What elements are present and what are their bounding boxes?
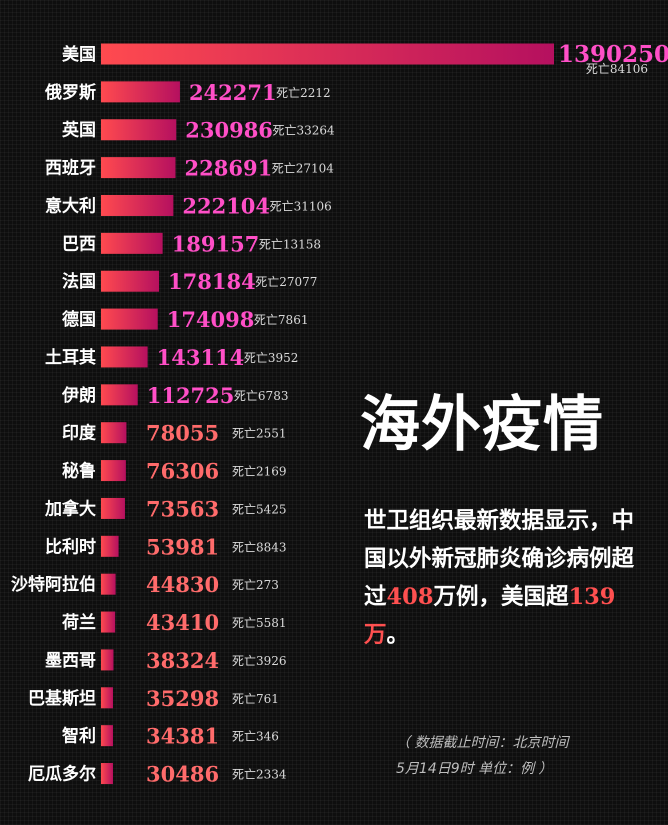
value-label: 230986 — [185, 118, 273, 143]
death-label: 死亡346 — [232, 730, 279, 744]
bar — [101, 194, 174, 216]
death-label: 死亡8843 — [232, 540, 287, 554]
value-label: 34381 — [146, 724, 219, 749]
death-label: 死亡761 — [232, 692, 279, 706]
category-label: 美国 — [62, 44, 96, 65]
category-label: 俄罗斯 — [44, 82, 96, 103]
death-label: 死亡2334 — [232, 768, 287, 782]
value-label: 1390250 — [558, 41, 668, 68]
bar — [101, 157, 176, 179]
category-label: 秘鲁 — [62, 461, 96, 482]
category-label: 巴基斯坦 — [28, 688, 96, 709]
category-label: 伊朗 — [61, 385, 96, 406]
death-label: 死亡27104 — [272, 162, 335, 176]
bar — [101, 573, 116, 595]
value-label: 78055 — [146, 421, 219, 446]
category-label: 比利时 — [45, 536, 96, 557]
bar — [101, 687, 113, 709]
category-label: 意大利 — [45, 195, 96, 216]
value-label: 143114 — [157, 345, 245, 370]
headline: 海外疫情 — [360, 390, 604, 460]
value-label: 30486 — [146, 762, 219, 787]
value-label: 174098 — [167, 307, 255, 332]
value-label: 53981 — [146, 534, 219, 559]
death-label: 死亡3952 — [244, 351, 299, 365]
summary-num1: 408 — [386, 584, 434, 610]
value-label: 112725 — [147, 383, 235, 408]
death-label: 死亡273 — [232, 578, 279, 592]
bar — [101, 649, 114, 671]
bar — [101, 81, 180, 103]
summary-part3: 。 — [386, 622, 410, 648]
category-label: 印度 — [62, 423, 97, 444]
value-label: 35298 — [146, 686, 219, 711]
death-label: 死亡2212 — [276, 86, 331, 100]
footnote-line2: 5月14日9时 单位：例 ） — [396, 761, 553, 777]
summary-part1: 世卫组织最新数据显示，中国以外新冠肺炎确诊病例超过 — [364, 508, 635, 610]
summary-text: 世卫组织最新数据显示，中国以外新冠肺炎确诊病例超过408万例，美国超139万。 — [364, 502, 646, 654]
death-label: 死亡7861 — [254, 313, 309, 327]
value-label: 189157 — [172, 231, 260, 256]
category-label: 西班牙 — [45, 159, 96, 179]
category-label: 德国 — [62, 309, 96, 330]
category-label: 智利 — [62, 726, 96, 747]
category-label: 沙特阿拉伯 — [11, 574, 96, 595]
footnote-line1: （ 数据截止时间：北京时间 — [396, 735, 569, 751]
bar — [101, 611, 116, 633]
value-label: 242271 — [189, 80, 277, 105]
death-label: 死亡6783 — [234, 389, 289, 403]
value-label: 44830 — [146, 572, 219, 597]
death-label: 死亡3926 — [232, 654, 287, 668]
death-label: 死亡31106 — [270, 199, 332, 213]
summary-part2: 万例，美国超 — [433, 584, 569, 610]
bar — [101, 763, 113, 785]
category-label: 法国 — [62, 271, 96, 292]
bar — [101, 497, 125, 519]
death-label: 死亡27077 — [255, 275, 317, 289]
value-label: 76306 — [146, 459, 219, 484]
value-label: 43410 — [146, 610, 219, 635]
bar — [101, 346, 148, 368]
death-label: 死亡5425 — [232, 502, 287, 516]
bar — [101, 535, 119, 557]
value-label: 228691 — [185, 156, 273, 181]
footnote: （ 数据截止时间：北京时间 5月14日9时 单位：例 ） — [396, 730, 646, 782]
category-label: 加拿大 — [44, 498, 96, 519]
bar — [101, 422, 127, 444]
value-label: 178184 — [168, 269, 256, 294]
bar — [101, 308, 158, 330]
bar — [101, 460, 126, 482]
death-label: 死亡5581 — [232, 616, 287, 630]
category-label: 巴西 — [62, 234, 96, 254]
value-label: 222104 — [182, 193, 270, 218]
death-label: 死亡13158 — [259, 237, 321, 251]
category-label: 厄瓜多尔 — [28, 764, 96, 785]
bar — [101, 43, 554, 65]
death-label: 死亡33264 — [272, 124, 335, 138]
value-label: 73563 — [146, 496, 219, 521]
value-label: 38324 — [146, 648, 219, 673]
summary-num2: 139万 — [364, 584, 616, 648]
category-label: 英国 — [62, 120, 96, 141]
bar — [101, 384, 138, 406]
category-label: 墨西哥 — [45, 651, 96, 671]
bar — [101, 119, 177, 141]
category-label: 荷兰 — [62, 612, 96, 633]
bar — [101, 725, 113, 747]
bar — [101, 270, 160, 292]
death-label: 死亡2551 — [232, 427, 287, 441]
death-label: 死亡2169 — [232, 465, 287, 479]
category-label: 土耳其 — [45, 347, 96, 368]
death-label: 死亡84106 — [586, 62, 648, 76]
bar — [101, 232, 163, 254]
